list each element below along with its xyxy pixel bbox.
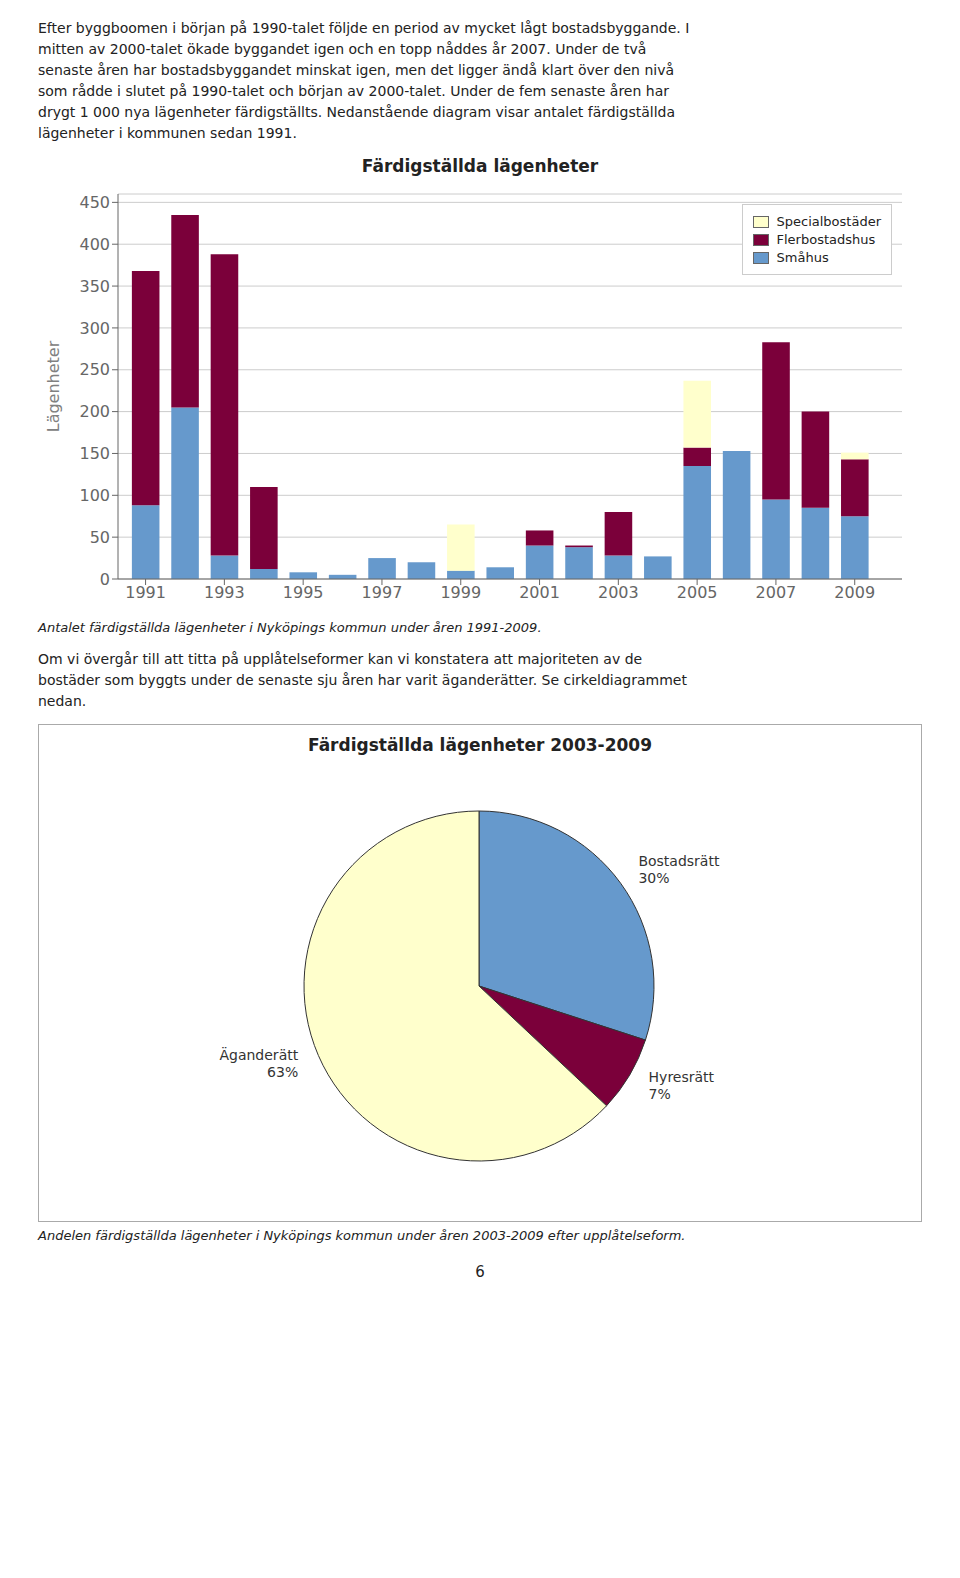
svg-text:350: 350 [79,277,110,296]
html-text:Antalet färdigställda lägenhet: Antalet färdigställda lägenheter i Nyköp… [38,620,542,635]
svg-text:100: 100 [79,486,110,505]
svg-text:Bostadsrätt30%: Bostadsrätt30% [638,853,720,886]
svg-text:150: 150 [79,444,110,463]
svg-text:2003: 2003 [598,583,639,602]
svg-text:Äganderätt63%: Äganderätt63% [219,1046,298,1080]
html-text:som rådde i slutet på 1990-tal: som rådde i slutet på 1990-talet och bör… [38,83,669,99]
html-text:bostäder som byggts under de s: bostäder som byggts under de senaste sju… [38,672,687,688]
html-text:Efter byggboomen i början på 1: Efter byggboomen i början på 1990-talet … [38,20,690,36]
html-text:senaste åren har bostadsbyggan: senaste åren har bostadsbyggandet minska… [38,62,674,78]
svg-text:2009: 2009 [834,583,875,602]
svg-text:2005: 2005 [677,583,718,602]
html-text:Andelen färdigställda lägenhet: Andelen färdigställda lägenheter i Nyköp… [38,1228,686,1243]
svg-text:50: 50 [90,528,110,547]
html-text:drygt 1 000 nya lägenheter fär: drygt 1 000 nya lägenheter färdigställts… [38,104,675,120]
html-text:Småhus: Småhus [776,250,829,265]
html-text:mitten av 2000-talet ökade byg: mitten av 2000-talet ökade byggandet ige… [38,41,647,57]
svg-text:1993: 1993 [204,583,245,602]
svg-text:2001: 2001 [519,583,560,602]
html-text:lägenheter i kommunen sedan 19: lägenheter i kommunen sedan 1991. [38,125,297,141]
svg-text:2007: 2007 [756,583,797,602]
svg-text:1991: 1991 [125,583,166,602]
html-text:Flerbostadshus: Flerbostadshus [776,232,876,247]
html-text:6: 6 [475,1263,485,1281]
svg-text:0: 0 [100,570,110,589]
html-text:Om vi övergår till att titta p: Om vi övergår till att titta på upplåtel… [38,651,643,667]
svg-text:400: 400 [79,235,110,254]
svg-text:Lägenheter: Lägenheter [44,340,63,432]
svg-text:200: 200 [79,402,110,421]
svg-text:1995: 1995 [283,583,324,602]
svg-text:300: 300 [79,319,110,338]
svg-text:450: 450 [79,193,110,212]
html-text:Färdigställda lägenheter 2003-: Färdigställda lägenheter 2003-2009 [308,735,652,755]
svg-text:1999: 1999 [440,583,481,602]
html-text:Specialbostäder: Specialbostäder [776,214,881,229]
html-text:Färdigställda lägenheter: Färdigställda lägenheter [361,156,599,176]
svg-text:250: 250 [79,360,110,379]
svg-text:1997: 1997 [362,583,403,602]
html-text:nedan.: nedan. [38,693,87,709]
svg-text:Hyresrätt7%: Hyresrätt7% [649,1069,715,1102]
